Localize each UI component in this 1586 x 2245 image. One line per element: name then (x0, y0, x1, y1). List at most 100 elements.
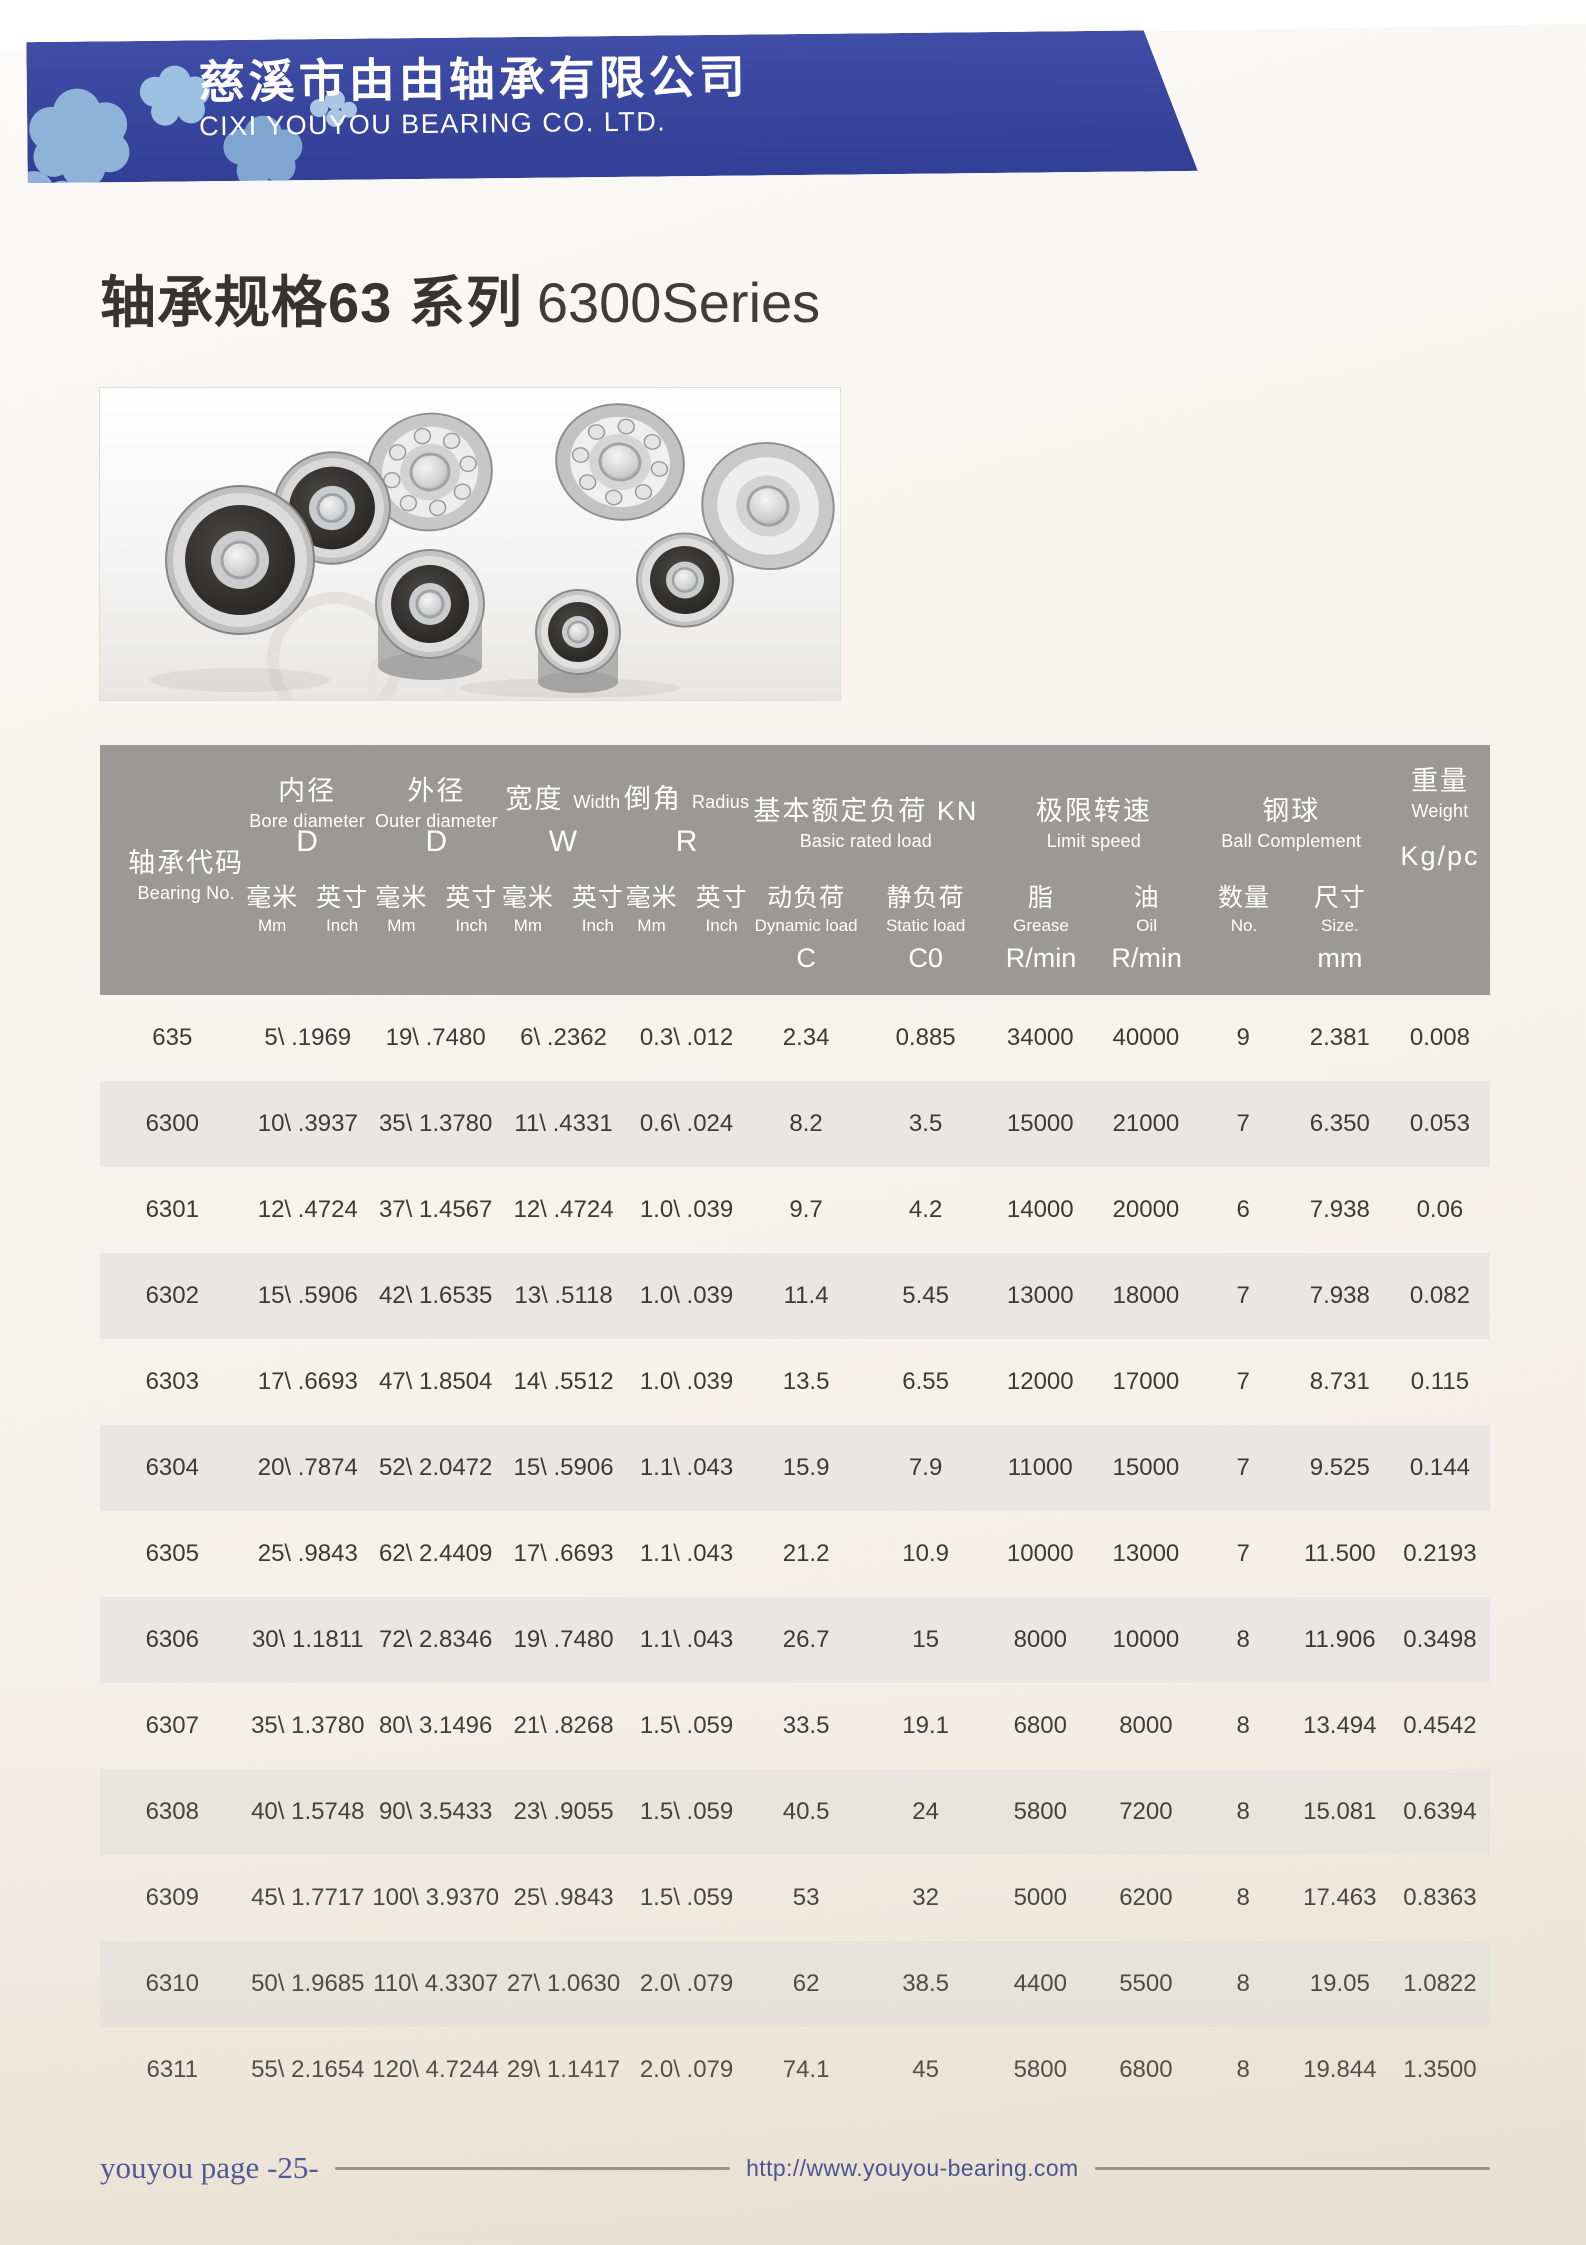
table-cell: 10.9 (902, 1540, 949, 1567)
table-cell: 25\ .9843 (513, 1884, 614, 1911)
speed-cn: 极限转速 (1035, 796, 1152, 826)
table-cell: 40.5 (782, 1798, 830, 1825)
inch-cn: 英寸 (695, 884, 748, 912)
table-cell: 21.2 (782, 1540, 830, 1567)
table-cell: 1.1\ .043 (639, 1626, 734, 1653)
footer-divider-right (1094, 2166, 1490, 2170)
table-cell: 1.5\ .059 (639, 1798, 734, 1825)
ball-no-cn: 数量 (1217, 884, 1270, 912)
table-cell: 2.381 (1309, 1024, 1370, 1051)
table-cell: 0.06 (1416, 1196, 1464, 1223)
table-cell: 17\ .6693 (513, 1540, 614, 1567)
table-row: 6309 45\ 1.7717 100\ 3.9370 25\ .9843 1.5\ .… (100, 1855, 1490, 1941)
table-cell: 38.5 (902, 1970, 949, 1997)
table-cell: 29\ 1.1417 (506, 2056, 621, 2083)
table-cell: 17.463 (1303, 1884, 1377, 1911)
group-ball: 钢球 Ball Complement (1221, 789, 1361, 852)
subhead-ball-size: 尺寸 Size. (1314, 878, 1366, 936)
table-cell: 8.2 (789, 1110, 823, 1137)
dynamic-en: Dynamic load (754, 916, 858, 935)
table-cell: 11000 (1007, 1454, 1073, 1481)
inch-cn: 英寸 (316, 884, 369, 912)
width-mm-inch: 毫米 Mm 英寸 Inch (502, 878, 624, 936)
subhead-ball-no: 数量 No. (1218, 878, 1270, 936)
table-cell: 0.082 (1409, 1282, 1470, 1309)
table-cell: 0.2193 (1403, 1540, 1477, 1567)
table-cell: 6306 (145, 1626, 199, 1653)
table-cell: 80\ 3.1496 (378, 1712, 493, 1739)
table-cell: 74.1 (782, 2056, 830, 2083)
table-cell: 0.115 (1410, 1368, 1470, 1395)
outer-en: Outer diameter (374, 811, 498, 831)
table-row: 6303 17\ .6693 47\ 1.8504 14\ .5512 1.0\ .03… (100, 1339, 1490, 1425)
table-cell: 7 (1236, 1540, 1250, 1567)
table-row: 6305 25\ .9843 62\ 2.4409 17\ .6693 1.1\ .04… (100, 1511, 1490, 1597)
table-cell: 5\ .1969 (264, 1024, 352, 1051)
table-cell: 5800 (1013, 1798, 1067, 1825)
table-cell: 11.4 (783, 1282, 829, 1309)
table-cell: 6307 (145, 1712, 199, 1739)
speed-en: Limit speed (1046, 831, 1141, 851)
oil-unit: R/min (1111, 943, 1182, 973)
dynamic-symbol: C (796, 943, 816, 973)
mm-cn: 毫米 (501, 884, 554, 912)
table-cell: 62\ 2.4409 (378, 1540, 493, 1567)
table-cell: 9 (1236, 1024, 1250, 1051)
page-title-cn: 轴承规格63 系列 (100, 271, 523, 334)
table-cell: 8 (1236, 1798, 1250, 1825)
oil-en: Oil (1136, 916, 1158, 935)
table-cell: 1.1\ .043 (639, 1540, 734, 1567)
table-cell: 37\ 1.4567 (378, 1196, 493, 1223)
outer-symbol: D (425, 825, 448, 858)
table-cell: 72\ 2.8346 (378, 1626, 493, 1653)
table-cell: 34000 (1006, 1024, 1074, 1051)
subhead-grease: 脂 Grease (1013, 878, 1069, 936)
group-load: 基本额定负荷 KN Basic rated load (753, 789, 978, 852)
table-cell: 4.2 (908, 1196, 943, 1223)
table-cell: 12000 (1006, 1368, 1074, 1395)
table-cell: 7 (1236, 1368, 1250, 1395)
dynamic-cn: 动负荷 (767, 884, 846, 912)
table-cell: 5800 (1013, 2056, 1067, 2083)
group-outer: 外径 Outer diameter (375, 769, 498, 832)
outer-cn: 外径 (407, 776, 466, 806)
inch-cn: 英寸 (571, 884, 624, 912)
inch-cn: 英寸 (445, 884, 498, 912)
table-cell: 8 (1236, 1626, 1250, 1653)
cloud-logo-icon (26, 38, 374, 184)
table-cell: 0.008 (1409, 1024, 1470, 1051)
table-cell: 8 (1236, 2056, 1250, 2083)
bearings-photo-illustration (150, 403, 835, 729)
bore-en: Bore diameter (249, 811, 365, 831)
table-row: 6308 40\ 1.5748 90\ 3.5433 23\ .9055 1.5\ .0… (100, 1769, 1490, 1855)
table-cell: 25\ .9843 (257, 1540, 358, 1567)
mm-cn: 毫米 (246, 884, 299, 912)
table-cell: 110\ 4.3307 (373, 1970, 499, 1997)
table-cell: 19\ .7480 (513, 1626, 614, 1653)
table-cell: 0.4542 (1403, 1712, 1477, 1739)
inch-en: Inch (581, 916, 614, 935)
table-cell: 19\ .7480 (385, 1024, 486, 1051)
table-cell: 17000 (1112, 1368, 1180, 1395)
table-body: 635 5\ .1969 19\ .7480 6\ .2362 0.3\ .012 2.3… (100, 995, 1490, 2113)
table-cell: 6301 (145, 1196, 199, 1223)
table-cell: 13000 (1112, 1540, 1180, 1567)
width-symbol: W (548, 825, 578, 858)
table-cell: 15000 (1006, 1110, 1074, 1137)
grease-cn: 脂 (1028, 884, 1055, 912)
table-row: 6311 55\ 2.1654 120\ 4.7244 29\ 1.1417 2.0\ … (100, 2027, 1490, 2113)
table-cell: 6.350 (1309, 1110, 1370, 1137)
table-cell: 7.9 (908, 1454, 943, 1481)
load-cn: 基本额定负荷 KN (753, 796, 979, 826)
table-cell: 1.0822 (1403, 1970, 1477, 1997)
table-cell: 55\ 2.1654 (251, 2056, 365, 2083)
table-cell: 7 (1236, 1282, 1250, 1309)
table-cell: 35\ 1.3780 (251, 1712, 365, 1739)
table-cell: 1.0\ .039 (639, 1368, 734, 1395)
table-cell: 5.45 (902, 1282, 949, 1309)
spec-grid: 635 5\ .1969 19\ .7480 6\ .2362 0.3\ .012 2.3… (100, 995, 1490, 2113)
group-bore: 内径 Bore diameter (249, 769, 365, 832)
table-cell: 19.05 (1309, 1970, 1370, 1997)
table-cell: 40\ 1.5748 (251, 1798, 365, 1825)
